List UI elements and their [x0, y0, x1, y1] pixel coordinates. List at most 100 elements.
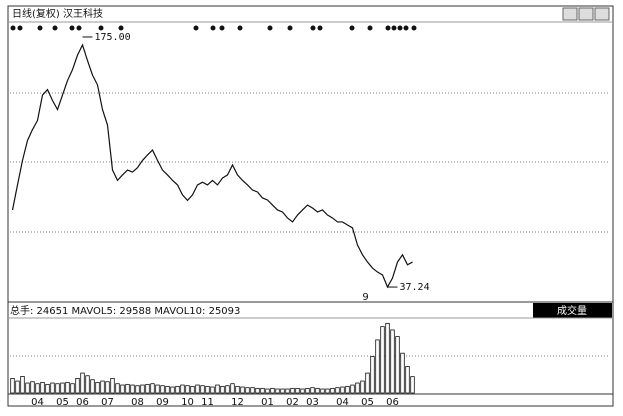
volume-bar [195, 384, 200, 394]
volume-bar [130, 384, 135, 394]
volume-bar [190, 385, 195, 394]
x-tick-label: 03 [306, 397, 319, 408]
volume-info: 总手: 24651 MAVOL5: 29588 MAVOL10: 25093 [10, 304, 240, 317]
x-tick-label: 04 [336, 397, 349, 408]
volume-bar [60, 382, 65, 394]
x-tick-label: 05 [56, 397, 69, 408]
volume-bar [205, 385, 210, 394]
x-tick-label: 09 [156, 397, 169, 408]
volume-bar [365, 372, 370, 394]
volume-bar [80, 372, 85, 394]
x-tick-label: 02 [286, 397, 299, 408]
volume-bar [75, 377, 80, 394]
volume-bar [95, 381, 100, 394]
x-tick-label: 01 [261, 397, 274, 408]
x-tick-label: 04 [31, 397, 44, 408]
low-note: 9 [362, 292, 368, 303]
volume-bar [175, 385, 180, 394]
volume-bar [25, 382, 30, 394]
volume-bar [30, 381, 35, 394]
volume-bar [275, 388, 280, 394]
low-label: 37.24 [400, 282, 430, 293]
volume-bar [410, 376, 415, 394]
button[interactable] [578, 7, 594, 21]
volume-bar [295, 387, 300, 394]
volume-bar [215, 384, 220, 394]
volume-bar [35, 383, 40, 394]
volume-bar [240, 386, 245, 394]
volume-bar [90, 379, 95, 394]
volume-bar [235, 385, 240, 394]
volume-bar [350, 384, 355, 394]
volume-bar [405, 366, 410, 394]
volume-bar [225, 385, 230, 394]
volume-bar [390, 329, 395, 394]
volume-bar [370, 356, 375, 394]
x-tick-label: 05 [361, 397, 374, 408]
x-tick-label: 08 [131, 397, 144, 408]
chart-title: 日线(复权) 汉王科技 [12, 7, 103, 20]
volume-bar [290, 387, 295, 394]
volume-bar [230, 383, 235, 394]
window-buttons[interactable] [562, 7, 610, 21]
volume-bar [115, 383, 120, 394]
frame [7, 5, 614, 407]
volume-bar [140, 384, 145, 394]
volume-bar [100, 380, 105, 394]
volume-bar [220, 385, 225, 394]
volume-bar [285, 388, 290, 394]
volume-bar [315, 387, 320, 394]
volume-bar [310, 387, 315, 394]
volume-bar [255, 387, 260, 394]
x-tick-label: 10 [181, 397, 194, 408]
volume-bar [345, 385, 350, 394]
volume-bar [300, 388, 305, 394]
volume-bar [165, 385, 170, 394]
volume-bar [210, 386, 215, 394]
high-label: 175.00 [95, 32, 131, 43]
volume-bar [45, 383, 50, 394]
button[interactable] [594, 7, 610, 21]
volume-bar [155, 384, 160, 394]
volume-bar [340, 386, 345, 394]
volume-bar [380, 326, 385, 394]
volume-bar [360, 380, 365, 394]
volume-bar [145, 383, 150, 394]
volume-bar [125, 383, 130, 394]
x-tick-label: 06 [386, 397, 399, 408]
price-line [11, 43, 413, 289]
volume-bar [200, 385, 205, 394]
volume-bar [320, 388, 325, 394]
volume-bar [180, 384, 185, 394]
volume-bar [20, 376, 25, 394]
volume-bar [160, 385, 165, 394]
volume-bar [250, 387, 255, 394]
volume-bar [105, 381, 110, 394]
volume-bar [185, 385, 190, 394]
volume-bar [355, 382, 360, 394]
volume-bar [335, 387, 340, 394]
x-tick-label: 07 [101, 397, 114, 408]
volume-bar [170, 386, 175, 394]
x-tick-label: 11 [201, 397, 214, 408]
volume-bar [325, 388, 330, 394]
volume-bar [40, 381, 45, 394]
indicator-button[interactable] [533, 303, 612, 318]
x-tick-label: 06 [76, 397, 89, 408]
volume-bar [260, 387, 265, 394]
volume-bar [330, 387, 335, 394]
x-tick-label: 12 [231, 397, 244, 408]
volume-bar [395, 336, 400, 394]
volume-bar [150, 383, 155, 394]
volume-bar [270, 387, 275, 394]
indicator-button-label[interactable]: 成交量 [557, 304, 587, 317]
volume-bar [15, 380, 20, 394]
volume-bar [385, 322, 390, 394]
volume-bar [280, 388, 285, 394]
button[interactable] [562, 7, 578, 21]
volume-bar [375, 339, 380, 394]
volume-bar [245, 387, 250, 394]
volume-bar [120, 384, 125, 394]
